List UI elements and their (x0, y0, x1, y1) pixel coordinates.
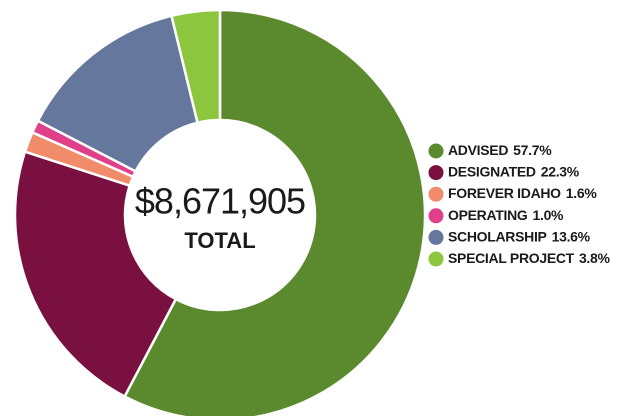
legend-value: 1.0% (533, 207, 565, 223)
legend-name: FOREVER IDAHO (448, 185, 561, 201)
legend-label: SPECIAL PROJECT 3.8% (448, 250, 610, 266)
legend-name: OPERATING (448, 207, 528, 223)
legend-swatch (428, 208, 444, 224)
legend-name: SPECIAL PROJECT (448, 250, 575, 266)
center-total: $8,671,905 (135, 181, 305, 222)
legend-swatch (428, 251, 444, 267)
donut-slice (36, 14, 200, 174)
legend-label: FOREVER IDAHO 1.6% (448, 185, 597, 201)
legend-label: OPERATING 1.0% (448, 207, 564, 223)
legend-label: ADVISED 57.7% (448, 142, 552, 158)
legend-name: DESIGNATED (448, 163, 536, 179)
legend-value: 57.7% (513, 142, 552, 158)
donut-slice (122, 8, 427, 416)
legend-swatch (428, 143, 444, 159)
legend-name: ADVISED (448, 142, 508, 158)
legend-value: 13.6% (552, 228, 591, 244)
legend-value: 1.6% (566, 185, 598, 201)
legend-swatch (428, 165, 444, 181)
legend-label: DESIGNATED 22.3% (448, 163, 580, 179)
legend-label: SCHOLARSHIP 13.6% (448, 228, 591, 244)
donut-slice (170, 8, 222, 125)
legend-name: SCHOLARSHIP (448, 228, 547, 244)
legend-value: 22.3% (541, 163, 580, 179)
center-label: TOTAL (184, 228, 255, 253)
donut-slice (13, 150, 178, 399)
legend-swatch (428, 229, 444, 245)
legend-value: 3.8% (579, 250, 611, 266)
legend-swatch (428, 186, 444, 202)
